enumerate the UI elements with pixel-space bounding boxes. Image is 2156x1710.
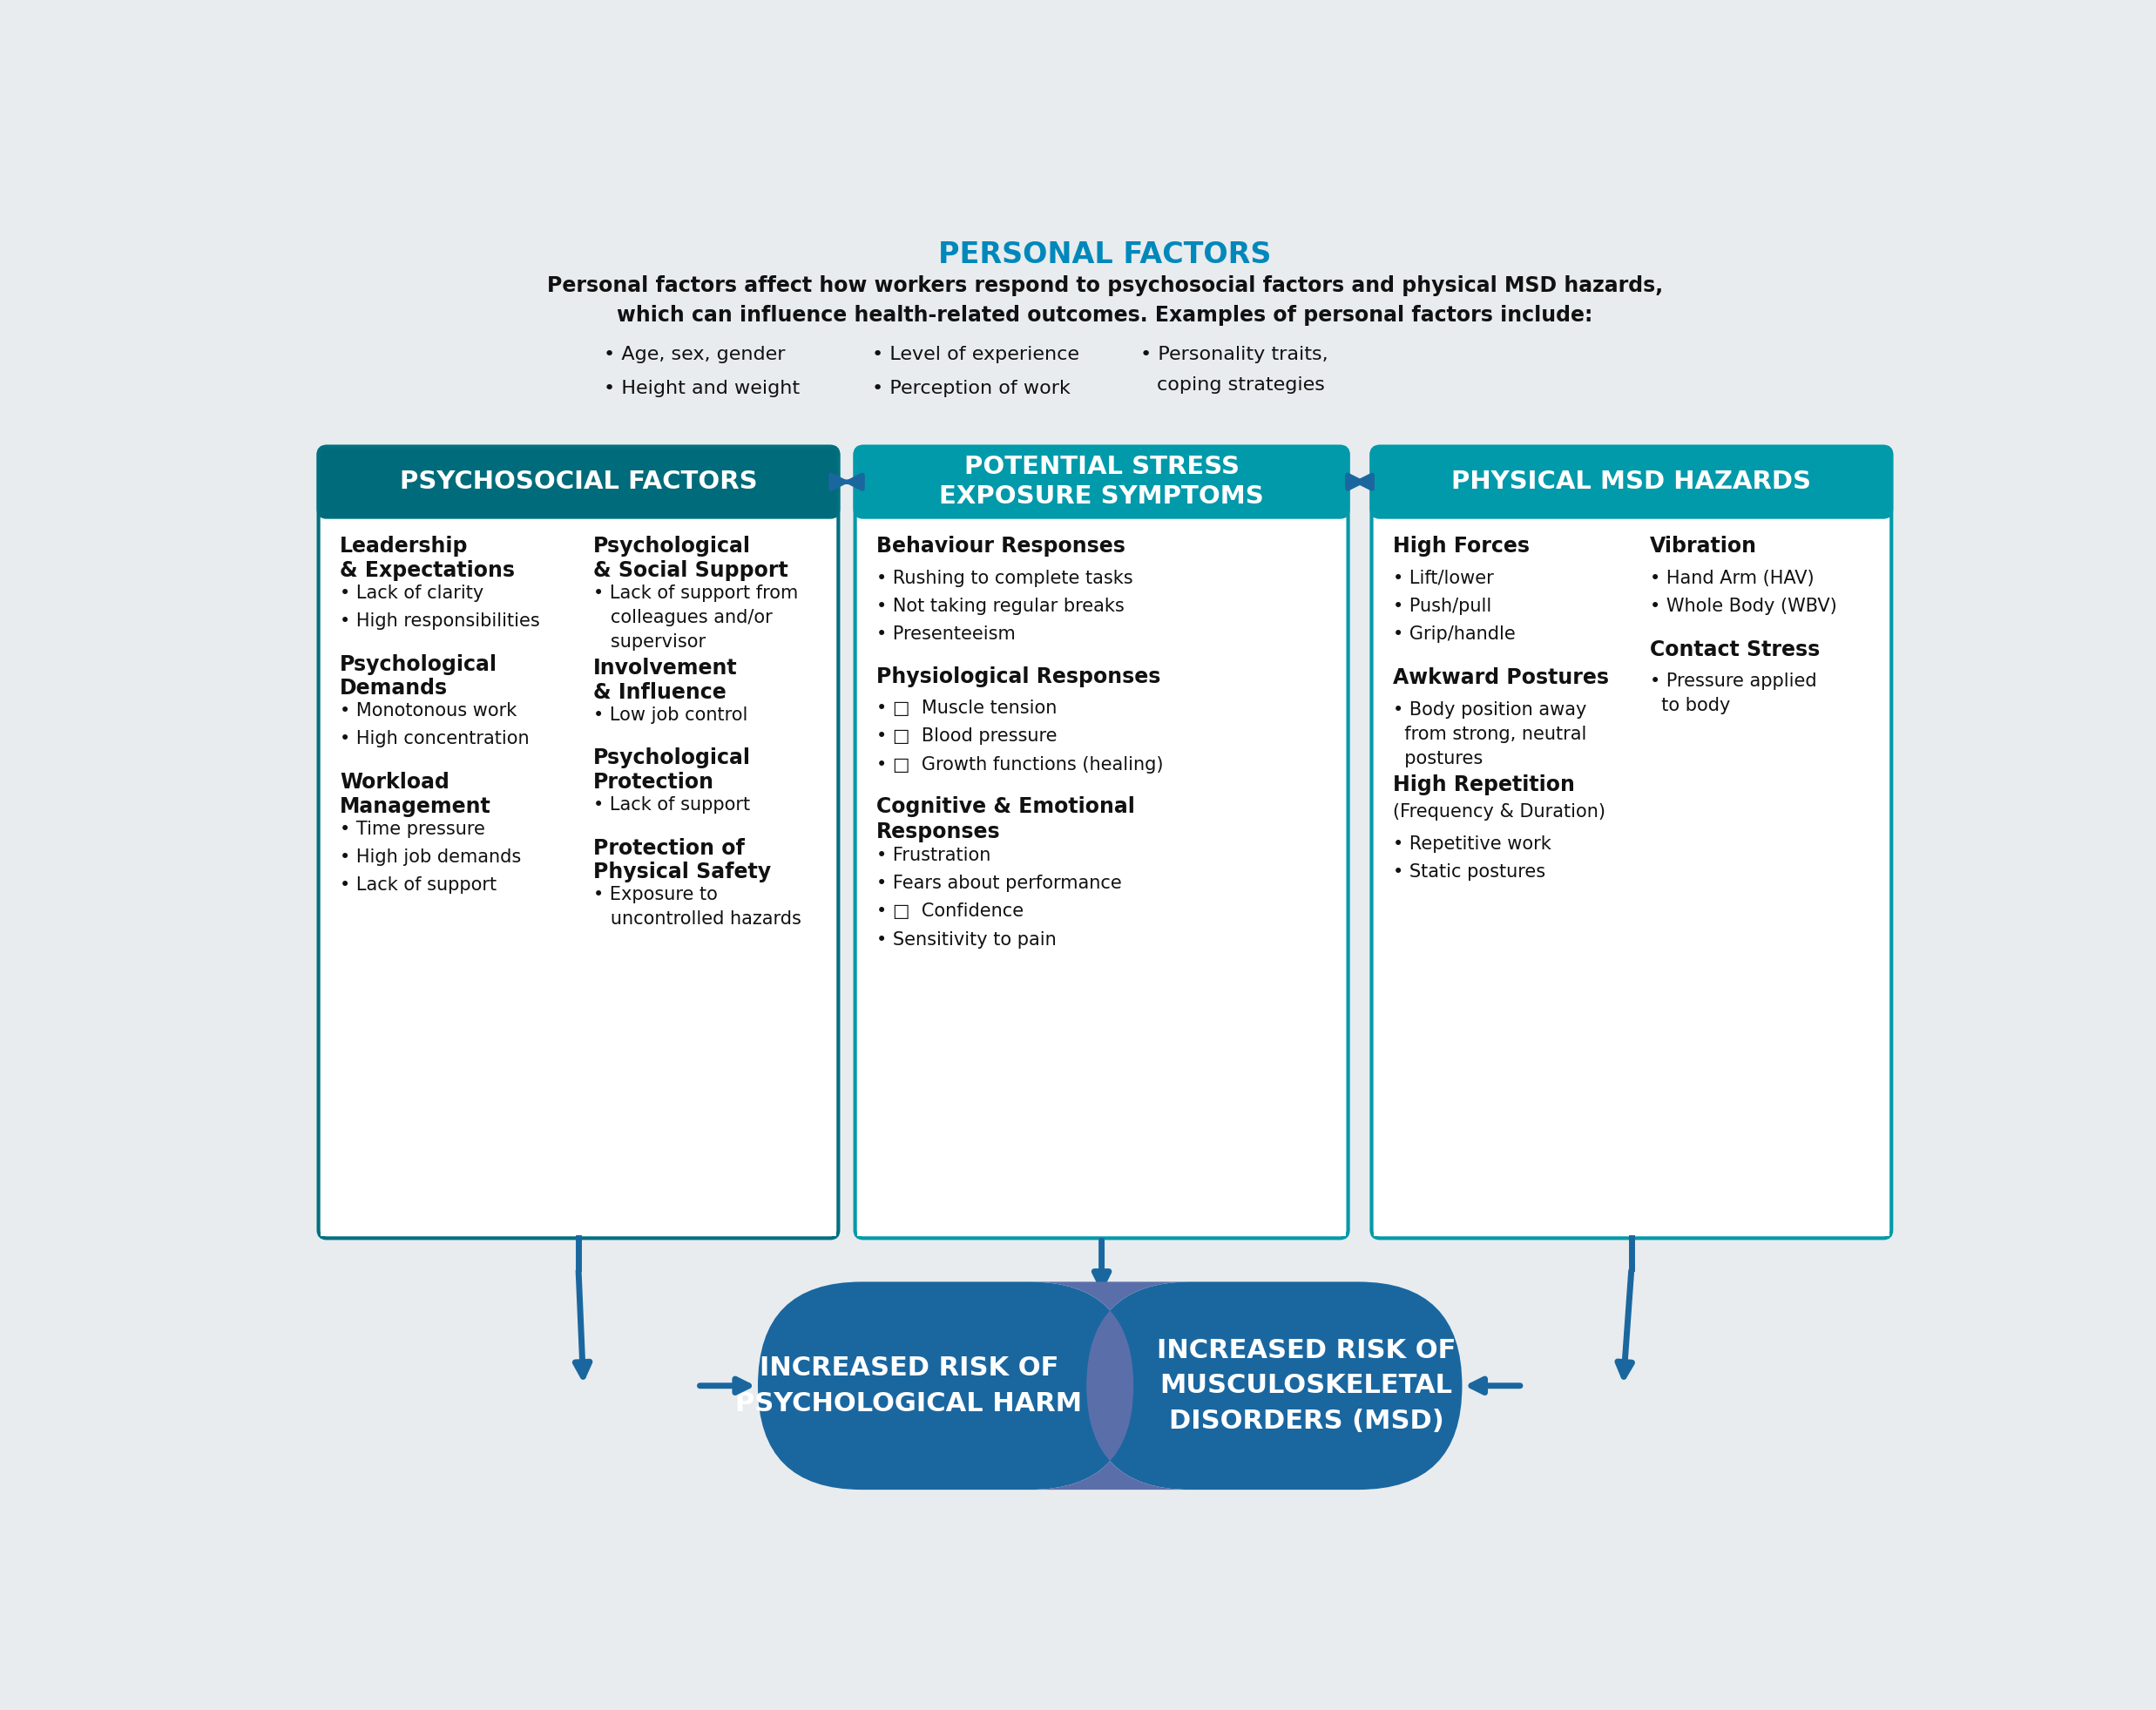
Text: • Lift/lower: • Lift/lower	[1393, 569, 1494, 587]
Text: Psychological
Protection: Psychological Protection	[593, 747, 750, 793]
FancyBboxPatch shape	[319, 446, 839, 1238]
Text: • Body position away
  from strong, neutral
  postures: • Body position away from strong, neutra…	[1393, 701, 1587, 768]
Text: High Repetition: High Repetition	[1393, 775, 1576, 795]
Text: Personal factors affect how workers respond to psychosocial factors and physical: Personal factors affect how workers resp…	[548, 275, 1662, 296]
FancyBboxPatch shape	[759, 1282, 1134, 1489]
Text: • □  Muscle tension: • □ Muscle tension	[877, 699, 1056, 716]
FancyBboxPatch shape	[856, 446, 1348, 1238]
Text: • Fears about performance: • Fears about performance	[877, 874, 1121, 893]
Text: • Time pressure: • Time pressure	[341, 821, 485, 838]
Text: (Frequency & Duration): (Frequency & Duration)	[1393, 804, 1606, 821]
Text: Physiological Responses: Physiological Responses	[877, 665, 1160, 687]
Text: • Whole Body (WBV): • Whole Body (WBV)	[1649, 597, 1837, 616]
Text: • High job demands: • High job demands	[341, 848, 522, 865]
Text: Psychological
& Social Support: Psychological & Social Support	[593, 535, 789, 581]
Text: • Age, sex, gender: • Age, sex, gender	[604, 345, 785, 364]
Text: • Low job control: • Low job control	[593, 706, 748, 723]
Text: • High responsibilities: • High responsibilities	[341, 612, 541, 629]
Text: Contact Stress: Contact Stress	[1649, 640, 1820, 660]
Text: • Lack of support from
   colleagues and/or
   supervisor: • Lack of support from colleagues and/or…	[593, 585, 798, 650]
Text: INCREASED RISK OF
PSYCHOLOGICAL HARM: INCREASED RISK OF PSYCHOLOGICAL HARM	[735, 1356, 1082, 1416]
Text: which can influence health-related outcomes. Examples of personal factors includ: which can influence health-related outco…	[617, 304, 1593, 325]
FancyBboxPatch shape	[1371, 446, 1891, 1238]
Text: • □  Blood pressure: • □ Blood pressure	[877, 728, 1056, 746]
Text: Vibration: Vibration	[1649, 535, 1757, 557]
Text: • □  Confidence: • □ Confidence	[877, 903, 1024, 920]
Text: • Presenteeism: • Presenteeism	[877, 626, 1015, 643]
Text: • □  Growth functions (healing): • □ Growth functions (healing)	[877, 756, 1164, 773]
FancyBboxPatch shape	[1371, 446, 1891, 516]
Text: • Personality traits,: • Personality traits,	[1141, 345, 1328, 364]
Text: High Forces: High Forces	[1393, 535, 1531, 557]
Text: • Static postures: • Static postures	[1393, 864, 1546, 881]
Text: • Perception of work: • Perception of work	[871, 380, 1069, 397]
Text: Involvement
& Influence: Involvement & Influence	[593, 658, 737, 703]
Text: • Height and weight: • Height and weight	[604, 380, 800, 397]
Text: • High concentration: • High concentration	[341, 730, 530, 747]
Text: PERSONAL FACTORS: PERSONAL FACTORS	[938, 239, 1272, 268]
Text: • Monotonous work: • Monotonous work	[341, 703, 517, 720]
Text: Leadership
& Expectations: Leadership & Expectations	[341, 535, 515, 581]
Text: • Level of experience: • Level of experience	[871, 345, 1080, 364]
Text: PHYSICAL MSD HAZARDS: PHYSICAL MSD HAZARDS	[1451, 470, 1811, 494]
Text: • Sensitivity to pain: • Sensitivity to pain	[877, 930, 1056, 949]
Bar	[858, 516, 1345, 1236]
Bar	[1373, 482, 1889, 518]
Text: • Rushing to complete tasks: • Rushing to complete tasks	[877, 569, 1134, 587]
Text: Cognitive & Emotional
Responses: Cognitive & Emotional Responses	[877, 797, 1136, 841]
FancyBboxPatch shape	[1031, 1282, 1190, 1489]
FancyBboxPatch shape	[319, 446, 839, 516]
Text: • Hand Arm (HAV): • Hand Arm (HAV)	[1649, 569, 1813, 587]
Text: POTENTIAL STRESS
EXPOSURE SYMPTOMS: POTENTIAL STRESS EXPOSURE SYMPTOMS	[940, 455, 1263, 508]
Text: PSYCHOSOCIAL FACTORS: PSYCHOSOCIAL FACTORS	[399, 470, 757, 494]
Text: Protection of
Physical Safety: Protection of Physical Safety	[593, 838, 772, 882]
Text: • Frustration: • Frustration	[877, 846, 992, 864]
Text: • Lack of support: • Lack of support	[341, 877, 496, 894]
Text: Behaviour Responses: Behaviour Responses	[877, 535, 1125, 557]
Text: • Exposure to
   uncontrolled hazards: • Exposure to uncontrolled hazards	[593, 886, 802, 929]
Bar	[321, 482, 837, 518]
FancyBboxPatch shape	[856, 446, 1348, 516]
Text: • Repetitive work: • Repetitive work	[1393, 834, 1552, 853]
Bar	[858, 482, 1345, 518]
Text: coping strategies: coping strategies	[1158, 376, 1326, 393]
Text: • Push/pull: • Push/pull	[1393, 597, 1492, 616]
Text: INCREASED RISK OF
MUSCULOSKELETAL
DISORDERS (MSD): INCREASED RISK OF MUSCULOSKELETAL DISORD…	[1156, 1337, 1455, 1433]
Text: Workload
Management: Workload Management	[341, 771, 492, 817]
Bar	[1373, 516, 1889, 1236]
Text: • Not taking regular breaks: • Not taking regular breaks	[877, 597, 1125, 616]
Text: Psychological
Demands: Psychological Demands	[341, 653, 498, 699]
Text: • Lack of clarity: • Lack of clarity	[341, 585, 483, 602]
Text: • Lack of support: • Lack of support	[593, 797, 750, 814]
Bar	[321, 516, 837, 1236]
Text: • Pressure applied
  to body: • Pressure applied to body	[1649, 672, 1818, 715]
Text: Awkward Postures: Awkward Postures	[1393, 667, 1608, 687]
FancyBboxPatch shape	[1087, 1282, 1462, 1489]
Text: • Grip/handle: • Grip/handle	[1393, 626, 1516, 643]
